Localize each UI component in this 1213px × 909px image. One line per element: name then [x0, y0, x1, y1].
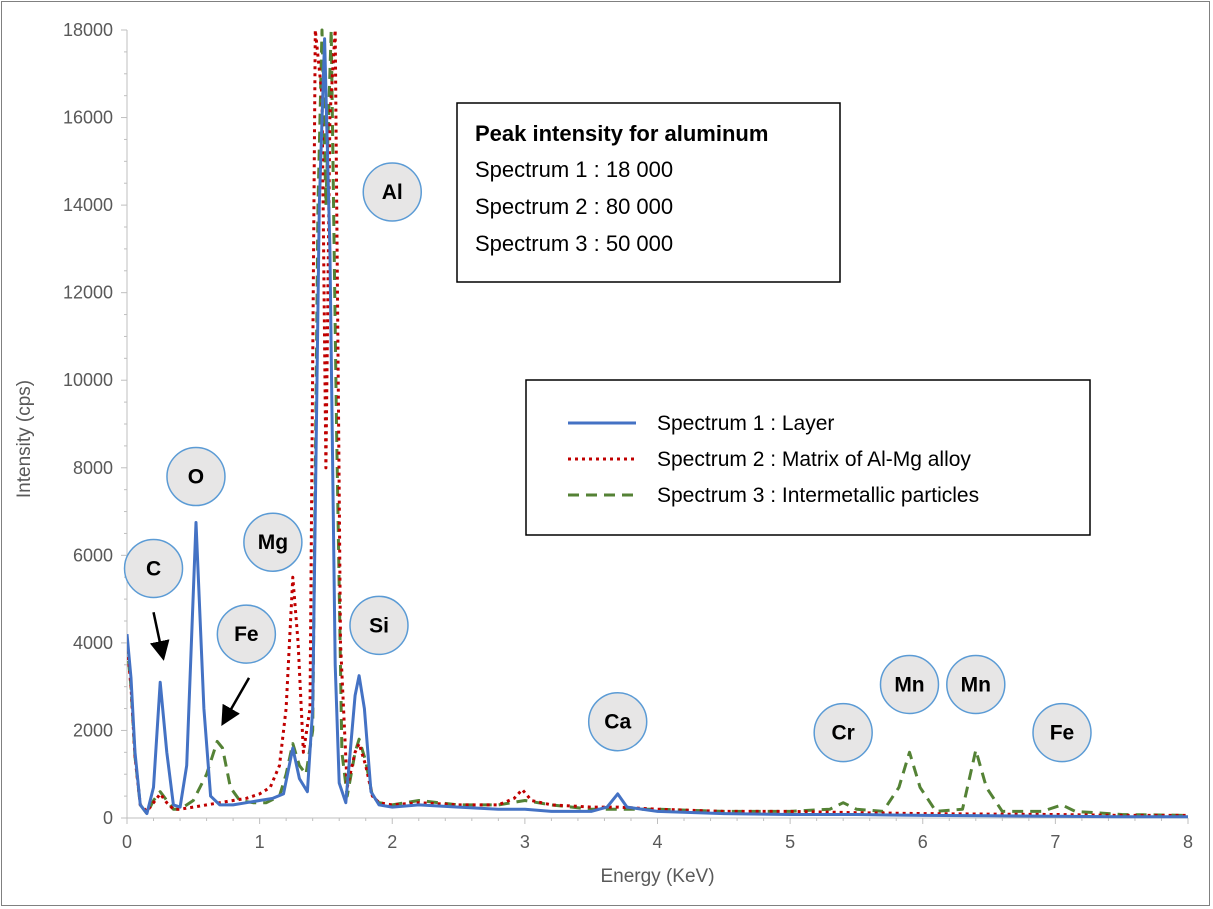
- element-label-mg: Mg: [243, 512, 303, 572]
- y-tick-label: 14000: [63, 195, 113, 215]
- element-bubble: [349, 595, 409, 656]
- annotation-arrow: [149, 611, 170, 661]
- y-axis-title: Intensity (cps): [14, 380, 35, 498]
- element-bubble-text: Ca: [604, 711, 631, 734]
- x-tick-label: 5: [785, 832, 795, 852]
- element-bubble-text: O: [188, 466, 204, 489]
- element-label-cr: Cr: [813, 702, 873, 763]
- info-box-line: Spectrum 1 : 18 000: [475, 157, 673, 182]
- y-tick-label: 6000: [73, 545, 113, 565]
- y-tick-label: 2000: [73, 720, 113, 740]
- x-axis-title: Energy (KeV): [600, 866, 714, 887]
- info-box-line: Spectrum 3 : 50 000: [475, 231, 673, 256]
- x-tick-label: 2: [387, 832, 397, 852]
- element-label-ca: Ca: [587, 691, 648, 752]
- info-box: [456, 102, 841, 283]
- series-line-spectrum-1: [127, 37, 1188, 819]
- element-label-mn: Mn: [946, 654, 1006, 715]
- x-tick-label: 8: [1183, 832, 1193, 852]
- element-label-fe: Fe: [216, 604, 277, 664]
- element-bubble-text: Mn: [961, 673, 991, 696]
- plot-area: [127, 28, 1189, 819]
- y-tick-label: 0: [103, 808, 113, 828]
- element-bubble: [166, 446, 226, 507]
- series-line-spectrum-2: [127, 28, 1188, 817]
- element-bubble-text: Fe: [234, 623, 259, 646]
- element-bubble: [123, 538, 184, 599]
- legend-entry: Spectrum 2 : Matrix of Al-Mg alloy: [657, 448, 971, 471]
- x-tick-label: 1: [255, 832, 265, 852]
- annotation-arrow: [221, 677, 251, 727]
- element-bubble-text: Mn: [894, 673, 924, 696]
- y-tick-label: 16000: [63, 108, 113, 128]
- element-label-c: C: [123, 538, 184, 599]
- element-bubble: [243, 512, 303, 572]
- element-bubble-text: Mg: [258, 531, 288, 554]
- x-tick-label: 4: [652, 832, 662, 852]
- y-tick-label: 8000: [73, 458, 113, 478]
- info-box-line: Spectrum 2 : 80 000: [475, 194, 673, 219]
- element-bubble: [879, 654, 940, 715]
- y-tick-label: 18000: [63, 20, 113, 40]
- element-bubble: [946, 654, 1006, 715]
- element-bubble: [362, 162, 422, 222]
- element-bubble: [813, 702, 873, 763]
- element-bubble-text: C: [146, 557, 161, 580]
- element-bubble-text: Fe: [1050, 722, 1075, 745]
- x-tick-label: 0: [122, 832, 132, 852]
- x-tick-label: 7: [1050, 832, 1060, 852]
- element-bubble: [1032, 702, 1092, 763]
- y-tick-label: 10000: [63, 370, 113, 390]
- element-bubble: [216, 604, 277, 664]
- y-tick-label: 12000: [63, 283, 113, 303]
- element-label-mn: Mn: [879, 654, 940, 715]
- element-label-o: O: [166, 446, 226, 507]
- element-bubble-text: Cr: [832, 722, 855, 745]
- x-tick-label: 6: [918, 832, 928, 852]
- element-label-al: Al: [362, 162, 422, 222]
- legend-entry: Spectrum 1 : Layer: [657, 412, 834, 435]
- element-label-fe: Fe: [1032, 702, 1092, 763]
- element-label-si: Si: [349, 595, 409, 656]
- element-bubble-text: Al: [382, 181, 403, 204]
- info-box-title: Peak intensity for aluminum: [475, 121, 768, 146]
- element-bubble: [587, 691, 648, 752]
- element-bubble-text: Si: [369, 614, 389, 637]
- series-line-spectrum-3: [127, 28, 1189, 817]
- legend-entry: Spectrum 3 : Intermetallic particles: [657, 484, 979, 507]
- x-tick-label: 3: [520, 832, 530, 852]
- y-tick-label: 4000: [73, 633, 113, 653]
